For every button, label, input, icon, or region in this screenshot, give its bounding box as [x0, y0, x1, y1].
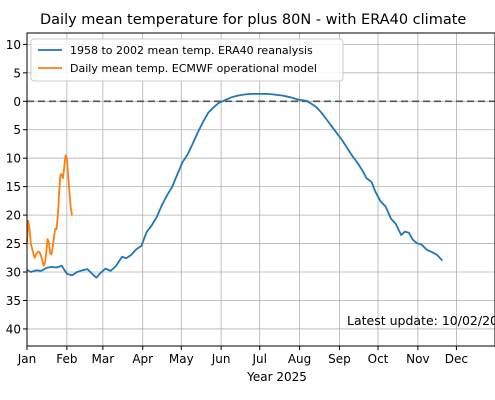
x-tick-label: Feb — [56, 352, 77, 366]
legend-label-ecmwf: Daily mean temp. ECMWF operational model — [70, 62, 317, 75]
legend-label-era40: 1958 to 2002 mean temp. ERA40 reanalysis — [70, 44, 313, 57]
x-tick-label: Jun — [211, 352, 231, 366]
y-axis: 10 5 0 5 10 15 20 25 30 35 40 — [6, 38, 27, 336]
y-tick-label: 0 — [13, 95, 21, 109]
x-axis-label: Year 2025 — [246, 370, 307, 384]
x-tick-label: Dec — [445, 352, 468, 366]
y-tick-label: 15 — [6, 180, 21, 194]
chart-title: Daily mean temperature for plus 80N - wi… — [40, 12, 466, 28]
x-tick-label: Mar — [92, 352, 115, 366]
y-tick-label: 10 — [6, 38, 21, 52]
legend-box — [30, 38, 344, 82]
plot-frame — [26, 32, 495, 347]
latest-update-annotation: Latest update: 10/02/2025 — [347, 313, 495, 328]
x-tick-label: Sep — [328, 352, 351, 366]
x-tick-label: Oct — [368, 352, 389, 366]
x-axis: Jan Feb Mar Apr May Jun Jul Aug Sep Oct Nov Dec — [17, 346, 468, 366]
legend: 1958 to 2002 mean temp. ERA40 reanalysis… — [30, 38, 344, 82]
y-tick-label: 5 — [13, 123, 21, 137]
y-tick-label: 30 — [6, 266, 21, 280]
y-tick-label: 20 — [6, 209, 21, 223]
x-tick-label: Jul — [251, 352, 266, 366]
x-tick-label: Jan — [17, 352, 37, 366]
x-tick-label: Aug — [288, 352, 311, 366]
x-tick-label: Apr — [132, 352, 153, 366]
y-tick-label: 5 — [13, 66, 21, 80]
y-tick-label: 40 — [6, 322, 21, 336]
series-group — [26, 92, 443, 279]
y-tick-label: 10 — [6, 152, 21, 166]
era40-climate-line — [26, 92, 443, 279]
x-tick-label: Nov — [406, 352, 429, 366]
y-tick-label: 25 — [6, 237, 21, 251]
ecmwf-operational-line — [26, 154, 73, 267]
y-tick-label: 35 — [6, 294, 21, 308]
x-tick-label: May — [169, 352, 194, 366]
